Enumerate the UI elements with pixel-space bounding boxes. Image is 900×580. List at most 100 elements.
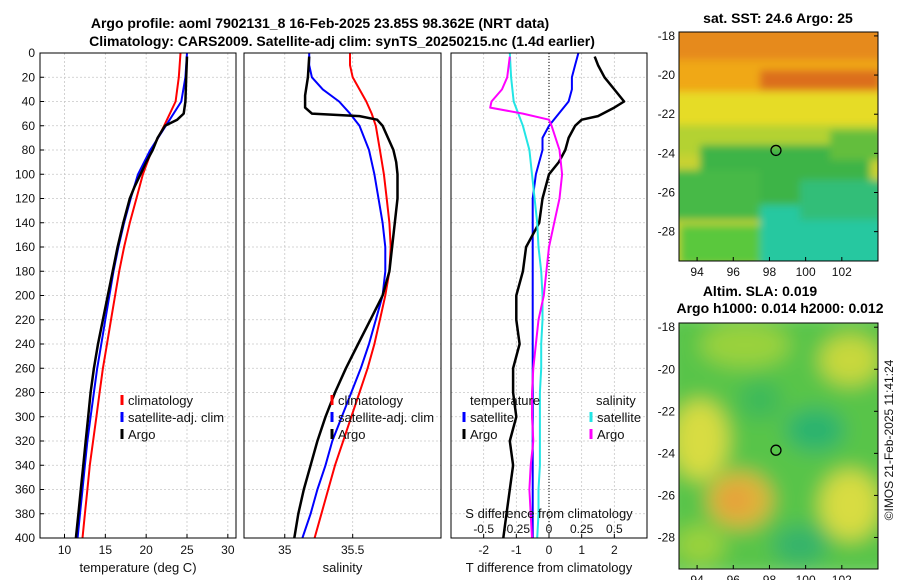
map-x-tick-label: 98 xyxy=(763,265,777,279)
s-tick-label: -0.5 xyxy=(473,522,494,536)
sdiff-satellite-line xyxy=(508,52,544,539)
y-tick-label: 220 xyxy=(15,313,35,327)
y-tick-label: 240 xyxy=(15,337,35,351)
sla-map-frame xyxy=(678,322,879,570)
s-tick-label: 0.5 xyxy=(606,522,623,536)
y-tick-label: 160 xyxy=(15,240,35,254)
sal-legend-climatology-label: climatology xyxy=(338,393,404,408)
map-x-tick-label: 100 xyxy=(796,265,816,279)
sdiff-legend-title: salinity xyxy=(596,393,636,408)
map-y-tick-label: -20 xyxy=(658,362,676,376)
y-tick-label: 260 xyxy=(15,361,35,375)
map-y-tick-label: -22 xyxy=(658,107,676,121)
temperature-frame xyxy=(39,52,237,539)
y-tick-label: 200 xyxy=(15,289,35,303)
y-tick-label: 100 xyxy=(15,167,35,181)
map-y-tick-label: -18 xyxy=(658,29,676,43)
map-y-tick-label: -28 xyxy=(658,225,676,239)
x-tick-label: -1 xyxy=(511,543,522,557)
sla-argo-marker xyxy=(770,444,782,456)
s-tick-label: 0.25 xyxy=(570,522,594,536)
map-x-tick-label: 94 xyxy=(690,265,704,279)
s-tick-label: -0.25 xyxy=(503,522,531,536)
temperature-panel: 10 15 20 25 30020406080100120140160180200220… xyxy=(15,46,237,575)
sst-map-panel: sat. SST: 24.6 Argo: 25 94 96 98 100 102 -18 -… xyxy=(658,10,879,279)
y-tick-label: 140 xyxy=(15,216,35,230)
tdiff-argo-line xyxy=(502,56,626,539)
x-tick-label: -2 xyxy=(478,543,489,557)
temp-legend-climatology-label: climatology xyxy=(128,393,194,408)
y-tick-label: 120 xyxy=(15,192,35,206)
tdiff-legend-argo-label: Argo xyxy=(470,427,497,442)
map-x-tick-label: 100 xyxy=(796,573,816,580)
y-tick-label: 180 xyxy=(15,264,35,278)
x-tick-label: 20 xyxy=(139,543,153,557)
x-axis-label: salinity xyxy=(323,560,363,575)
map-y-tick-label: -24 xyxy=(658,146,676,160)
map-y-tick-label: -28 xyxy=(658,530,676,544)
map-y-tick-label: -18 xyxy=(658,320,676,334)
y-tick-label: 60 xyxy=(22,119,36,133)
temp-legend-argo-label: Argo xyxy=(128,427,155,442)
salinity-frame xyxy=(243,52,442,539)
map-x-tick-label: 102 xyxy=(832,265,852,279)
temp-legend-satellite-label: satellite-adj. clim xyxy=(128,410,224,425)
map-y-tick-label: -26 xyxy=(658,488,676,502)
y-tick-label: 360 xyxy=(15,483,35,497)
map-y-tick-label: -26 xyxy=(658,185,676,199)
top-axis-label: S difference from climatology xyxy=(465,506,633,521)
map-x-tick-label: 96 xyxy=(727,573,741,580)
map-y-tick-label: -24 xyxy=(658,446,676,460)
sla-map-image xyxy=(679,323,878,569)
sst-map-frame xyxy=(678,31,879,262)
figure-title-line2: Climatology: CARS2009. Satellite-adj cli… xyxy=(89,33,595,49)
x-tick-label: 2 xyxy=(611,543,618,557)
map-x-tick-label: 102 xyxy=(832,573,852,580)
sdiff-legend-satellite-label: satellite xyxy=(597,410,641,425)
sla-map-title-line2: Argo h1000: 0.014 h2000: 0.012 xyxy=(676,300,883,316)
sst-map-title: sat. SST: 24.6 Argo: 25 xyxy=(703,10,853,26)
map-y-tick-label: -22 xyxy=(658,404,676,418)
y-tick-label: 300 xyxy=(15,410,35,424)
map-x-tick-label: 94 xyxy=(690,573,704,580)
x-tick-label: 35.5 xyxy=(341,543,365,557)
map-x-tick-label: 98 xyxy=(763,573,777,580)
salinity-panel: 35 35.5 salinity climatology satellite-adj. … xyxy=(243,52,442,575)
sla-map-title-line1: Altim. SLA: 0.019 xyxy=(703,283,818,299)
figure-title-line1: Argo profile: aoml 7902131_8 16-Feb-2025… xyxy=(91,15,549,31)
sst-argo-marker xyxy=(770,144,782,157)
sal-satellite-line xyxy=(301,53,387,539)
difference-panel: -2 -1 0 1 2 T difference from climatology S di… xyxy=(450,52,648,575)
temp-argo-line xyxy=(74,56,189,539)
x-tick-label: 35 xyxy=(278,543,292,557)
x-axis-label: temperature (deg C) xyxy=(79,560,196,575)
map-y-tick-label: -20 xyxy=(658,68,676,82)
sdiff-legend-argo-label: Argo xyxy=(597,427,624,442)
x-tick-label: 1 xyxy=(578,543,585,557)
y-tick-label: 280 xyxy=(15,386,35,400)
y-tick-label: 80 xyxy=(22,143,36,157)
sla-map-panel: Altim. SLA: 0.019 Argo h1000: 0.014 h200… xyxy=(658,283,884,580)
sst-map-image xyxy=(679,32,878,261)
tdiff-legend-title: temperature xyxy=(470,393,540,408)
y-tick-label: 340 xyxy=(15,458,35,472)
y-tick-label: 380 xyxy=(15,507,35,521)
map-x-tick-label: 96 xyxy=(727,265,741,279)
y-tick-label: 40 xyxy=(22,95,36,109)
x-tick-label: 0 xyxy=(546,543,553,557)
x-tick-label: 15 xyxy=(99,543,113,557)
sal-legend-argo-label: Argo xyxy=(338,427,365,442)
y-tick-label: 0 xyxy=(28,46,35,60)
sal-argo-line xyxy=(293,56,399,539)
x-tick-label: 30 xyxy=(221,543,235,557)
x-axis-label: T difference from climatology xyxy=(466,560,633,575)
y-tick-label: 320 xyxy=(15,434,35,448)
sal-legend-satellite-label: satellite-adj. clim xyxy=(338,410,434,425)
tdiff-legend-satellite-label: satellite xyxy=(470,410,514,425)
copyright-timestamp: ©IMOS 21-Feb-2025 11:41:24 xyxy=(882,359,896,520)
s-tick-label: 0 xyxy=(546,522,553,536)
sdiff-argo-line xyxy=(489,56,564,539)
y-tick-label: 20 xyxy=(22,70,36,84)
x-tick-label: 25 xyxy=(180,543,194,557)
